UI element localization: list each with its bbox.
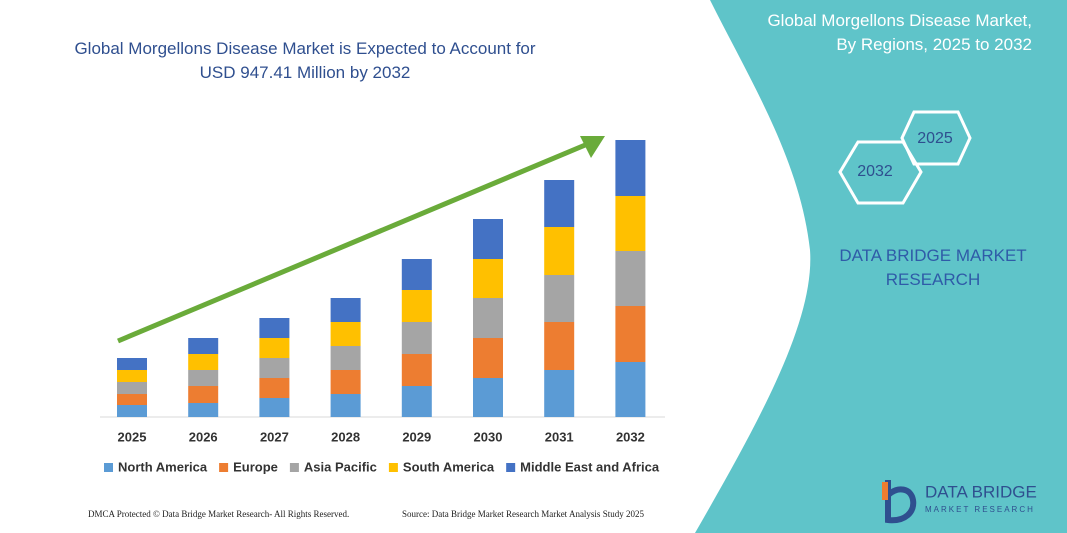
bar-segment <box>188 403 219 417</box>
bar-segment <box>544 227 575 275</box>
bar-segment <box>615 251 646 306</box>
bar-segment <box>401 259 432 290</box>
bar-segment <box>401 354 432 386</box>
bar-segment <box>401 386 432 417</box>
bar-segment <box>615 306 646 362</box>
bar-segment <box>259 378 290 398</box>
x-tick-label: 2026 <box>189 429 218 444</box>
footer-left: DMCA Protected © Data Bridge Market Rese… <box>88 509 349 519</box>
bar-segment <box>544 322 575 370</box>
legend-label: South America <box>403 459 495 474</box>
bar-segment <box>330 346 361 370</box>
x-tick-label: 2028 <box>331 429 360 444</box>
logo-tagline: MARKET RESEARCH <box>925 505 1035 514</box>
x-tick-label: 2032 <box>616 429 645 444</box>
legend-swatch <box>289 463 299 472</box>
bar-segment <box>473 338 503 378</box>
bar-segment <box>188 354 219 370</box>
bar-segment <box>473 298 503 338</box>
bar-segment <box>330 370 361 394</box>
legend-label: Asia Pacific <box>304 459 377 474</box>
legend-label: Middle East and Africa <box>520 459 660 474</box>
chart-title: Global Morgellons Disease Market is Expe… <box>74 39 535 82</box>
bar-segment <box>330 298 361 322</box>
bar-segment <box>117 382 147 394</box>
bar-segment <box>117 394 147 405</box>
trend-arrow <box>117 140 591 344</box>
bar-segment <box>117 405 147 417</box>
bar-segment <box>188 370 219 386</box>
bar-segment <box>615 362 646 417</box>
x-tick-label: 2030 <box>474 429 503 444</box>
footer-right: Source: Data Bridge Market Research Mark… <box>402 509 644 519</box>
bar-segment <box>473 378 503 417</box>
trend-arrow-head <box>580 136 605 158</box>
x-tick-label: 2029 <box>402 429 431 444</box>
bar-segment <box>615 196 646 251</box>
bar-segment <box>401 290 432 322</box>
legend-label: North America <box>118 459 208 474</box>
panel-title: Global Morgellons Disease Market, By Regi… <box>767 11 1032 54</box>
bar-segment <box>473 219 503 259</box>
bar-segment <box>188 338 219 354</box>
legend-swatch <box>388 463 398 472</box>
bar-segment <box>259 358 290 378</box>
side-panel <box>695 0 1067 533</box>
x-tick-label: 2031 <box>545 429 574 444</box>
bar-segment <box>544 370 575 417</box>
bar-segment <box>330 322 361 346</box>
bar-segment <box>259 318 290 338</box>
logo: DATA BRIDGE MARKET RESEARCH <box>882 480 1037 524</box>
legend-swatch <box>506 463 516 472</box>
bar-segment <box>544 275 575 322</box>
bar-segment <box>544 180 575 227</box>
legend-swatch <box>219 463 229 472</box>
logo-icon <box>885 480 917 524</box>
bar-segment <box>473 259 503 298</box>
bar-segment <box>259 338 290 358</box>
x-tick-label: 2025 <box>118 429 147 444</box>
bar-segment <box>615 140 646 196</box>
bar-segment <box>117 370 147 382</box>
bar-segment <box>117 358 147 370</box>
brand-text: DATA BRIDGE MARKET RESEARCH <box>839 246 1026 289</box>
legend-swatch <box>104 463 113 472</box>
x-tick-label: 2027 <box>260 429 289 444</box>
hexagon-label: 2025 <box>917 130 953 147</box>
bar-segment <box>259 398 290 417</box>
legend-label: Europe <box>233 459 278 474</box>
bar-segment <box>330 394 361 417</box>
logo-name: DATA BRIDGE <box>925 482 1037 501</box>
bar-segment <box>188 386 219 403</box>
hexagon-label: 2032 <box>857 163 893 180</box>
hexagon <box>900 110 972 166</box>
bar-segment <box>401 322 432 354</box>
hexagon <box>838 140 923 205</box>
